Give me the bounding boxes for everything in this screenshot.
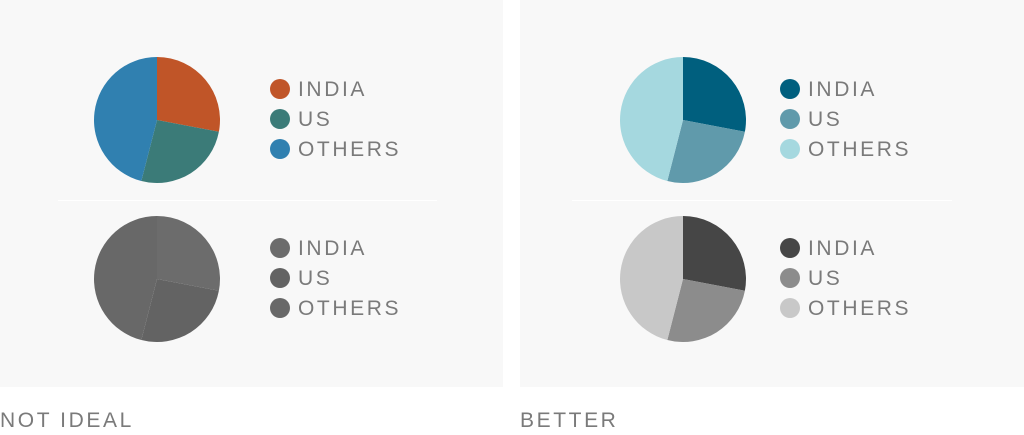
panel-divider	[58, 200, 437, 201]
pie-slice-india	[157, 57, 220, 132]
legend-swatch	[270, 268, 290, 288]
legend-label: US	[298, 107, 333, 131]
legend-swatch	[780, 139, 800, 159]
pie-slice-us	[667, 279, 745, 343]
pie-slice-india	[683, 216, 746, 291]
legend-item-india: INDIA	[780, 233, 911, 263]
legend-item-others: OTHERS	[270, 293, 401, 323]
legend-item-others: OTHERS	[780, 134, 911, 164]
pie-chart-better-grayscale	[619, 216, 746, 343]
legend-item-us: US	[780, 263, 911, 293]
legend-swatch	[780, 238, 800, 258]
legend-label: OTHERS	[808, 296, 912, 320]
legend-label: OTHERS	[808, 137, 912, 161]
legend-item-india: INDIA	[270, 74, 401, 104]
legend-item-us: US	[780, 104, 911, 134]
legend-swatch	[270, 238, 290, 258]
legend-label: INDIA	[298, 77, 368, 101]
legend-better-grayscale: INDIA US OTHERS	[780, 233, 911, 323]
pie-slice-others	[93, 216, 157, 341]
pie-slice-others	[619, 57, 683, 182]
legend-not-ideal-grayscale: INDIA US OTHERS	[270, 233, 401, 323]
legend-label: INDIA	[808, 236, 878, 260]
legend-label: OTHERS	[298, 137, 402, 161]
better-panel: INDIA US OTHERS INDIA US OTHERS	[520, 0, 1024, 387]
legend-item-us: US	[270, 263, 401, 293]
pie-slice-us	[141, 120, 219, 184]
pie-slice-others	[619, 216, 683, 341]
legend-item-others: OTHERS	[270, 134, 401, 164]
legend-label: INDIA	[808, 77, 878, 101]
pie-slice-india	[157, 216, 220, 291]
pie-chart-not-ideal-color	[93, 57, 220, 184]
legend-item-others: OTHERS	[780, 293, 911, 323]
pie-slice-others	[93, 57, 157, 182]
legend-item-us: US	[270, 104, 401, 134]
legend-swatch	[270, 139, 290, 159]
legend-better-color: INDIA US OTHERS	[780, 74, 911, 164]
legend-swatch	[270, 109, 290, 129]
legend-item-india: INDIA	[270, 233, 401, 263]
legend-swatch	[780, 109, 800, 129]
not-ideal-panel: INDIA US OTHERS INDIA US OTHERS	[0, 0, 503, 387]
legend-label: US	[808, 107, 843, 131]
pie-chart-better-color	[619, 57, 746, 184]
legend-not-ideal-color: INDIA US OTHERS	[270, 74, 401, 164]
pie-slice-india	[683, 57, 746, 132]
pie-slice-us	[141, 279, 219, 343]
legend-label: INDIA	[298, 236, 368, 260]
caption-better: BETTER	[520, 409, 619, 432]
legend-swatch	[270, 79, 290, 99]
legend-item-india: INDIA	[780, 74, 911, 104]
panel-divider	[572, 200, 952, 201]
pie-slice-us	[667, 120, 745, 184]
legend-swatch	[780, 268, 800, 288]
legend-label: US	[298, 266, 333, 290]
pie-chart-not-ideal-grayscale	[93, 216, 220, 343]
legend-swatch	[270, 298, 290, 318]
caption-not-ideal: NOT IDEAL	[0, 409, 134, 432]
legend-label: OTHERS	[298, 296, 402, 320]
legend-swatch	[780, 298, 800, 318]
legend-label: US	[808, 266, 843, 290]
legend-swatch	[780, 79, 800, 99]
